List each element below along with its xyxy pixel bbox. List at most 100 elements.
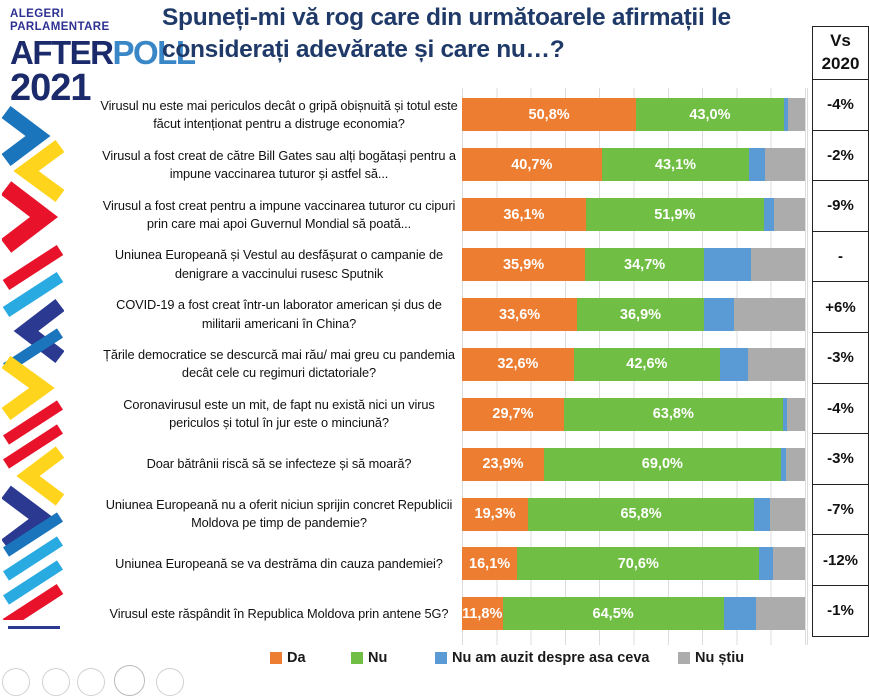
chart-row: Uniunea Europeană nu a oferit niciun spr… [0,489,812,539]
bar-segment-nu-am-auzit[interactable] [749,148,766,182]
bar-segment-nu-stiu[interactable] [769,497,805,531]
bar-segment-nu-stiu[interactable] [787,98,805,132]
vs-2020-cell: +6% [813,282,868,333]
bar-segment-nu[interactable]: 43,1% [601,148,750,182]
social-icon[interactable] [77,668,105,696]
bar-segment-nu-am-auzit[interactable] [753,497,770,531]
legend-item-da: Da [270,650,306,666]
nu-value-label: 64,5% [592,605,634,622]
bar-segment-nu[interactable]: 36,9% [577,298,704,331]
bar-segment-da[interactable]: 19,3% [462,497,529,531]
da-value-label: 36,1% [503,206,545,223]
stacked-bar: 19,3% 65,8% [462,497,805,531]
social-icon[interactable] [156,668,184,696]
stacked-bar: 32,6% 42,6% [462,347,805,381]
bar-segment-nu[interactable]: 34,7% [585,248,705,282]
bar-segment-da[interactable]: 11,8% [462,597,503,631]
vs-2020-header: Vs 2020 [813,27,868,80]
bar-segment-da[interactable]: 16,1% [462,547,518,581]
bar-segment-nu-am-auzit[interactable] [780,447,786,481]
nu-value-label: 63,8% [652,406,694,423]
legend-label-nu-stiu: Nu știu [695,650,745,666]
stacked-bar: 33,6% 36,9% [462,298,805,331]
bar-segment-da[interactable]: 33,6% [462,298,578,331]
vs-2020-value: +6% [825,298,856,316]
bar-segment-nu-stiu[interactable] [786,397,805,431]
bar-segment-nu[interactable]: 42,6% [573,347,720,381]
social-icon[interactable] [42,668,70,696]
statement-label: COVID-19 a fost creat într-un laborator … [116,297,442,331]
nu-value-label: 69,0% [641,456,683,473]
bar-segment-nu[interactable]: 43,0% [636,98,784,132]
bar-segment-nu[interactable]: 63,8% [563,397,783,431]
vs-2020-value: -2% [827,146,854,164]
bar-segment-nu-am-auzit[interactable] [703,298,734,331]
da-value-label: 11,8% [462,605,503,622]
chart-row: Virusul nu este mai periculos decât o gr… [0,90,812,140]
bar-segment-nu[interactable]: 65,8% [528,497,754,531]
afterpoll-ribbon-graphic [2,106,64,620]
stacked-bar: 16,1% 70,6% [462,547,806,581]
stacked-bar: 29,7% 63,8% [462,397,805,431]
bar-segment-da[interactable]: 35,9% [462,248,586,282]
nu-stiu-swatch-icon [678,652,690,664]
bar-segment-da[interactable]: 32,6% [462,347,574,381]
statement-label: Virusul este răspândit în Republica Mold… [109,605,449,621]
bar-segment-nu-am-auzit[interactable] [783,98,788,132]
social-icon[interactable] [2,668,30,696]
vs-2020-value: -4% [827,399,854,417]
bar-segment-nu-am-auzit[interactable] [704,248,752,282]
vs-2020-cell: -2% [813,131,868,182]
chart-row: Virusul a fost creat de către Bill Gates… [0,140,812,190]
statement-label: Virusul a fost creat de către Bill Gates… [102,147,456,181]
bar-segment-da[interactable]: 50,8% [462,98,637,132]
vs-2020-cell: - [813,232,868,283]
logo-line-parlamentare: PARLAMENTARE [10,21,110,34]
stacked-bar-chart: Virusul nu este mai periculos decât o gr… [0,90,812,639]
chart-row: Țările democratice se descurcă mai rău/ … [0,339,812,389]
vs-2020-value: -7% [827,501,854,519]
da-value-label: 19,3% [474,506,516,523]
statement-label: Uniunea Europeană se va destrăma din cau… [115,555,443,571]
bar-segment-nu[interactable]: 70,6% [517,547,760,581]
vs-2020-cell: -12% [813,535,868,586]
bar-segment-nu-stiu[interactable] [765,148,805,182]
bar-segment-nu-am-auzit[interactable] [782,397,787,431]
vs-2020-table: Vs 2020 -4% -2% -9% - +6% -3% -4% -3% -7… [812,26,869,637]
logo-year: 2021 [10,67,92,110]
bar-segment-nu-stiu[interactable] [747,347,805,381]
bar-segment-nu[interactable]: 69,0% [544,447,781,481]
bar-segment-da[interactable]: 36,1% [462,198,586,232]
bar-segment-nu[interactable]: 64,5% [502,597,724,631]
da-value-label: 32,6% [497,356,539,373]
stacked-bar: 23,9% 69,0% [462,447,805,481]
bar-segment-nu-stiu[interactable] [755,597,805,631]
logo-underline [8,626,60,629]
nu-value-label: 36,9% [619,306,662,323]
da-value-label: 16,1% [469,555,511,572]
bar-segment-nu-am-auzit[interactable] [723,597,756,631]
bar-segment-da[interactable]: 40,7% [462,148,602,182]
stacked-bar: 40,7% 43,1% [462,148,805,182]
vs-header-line2: 2020 [821,54,860,73]
bar-segment-nu-stiu[interactable] [773,198,805,232]
logo-brand: AFTERPOLL [10,36,196,69]
legend-item-nu-stiu: Nu știu [678,650,744,666]
vs-2020-cell: -9% [813,181,868,232]
bar-segment-nu-stiu[interactable] [785,447,805,481]
nu-value-label: 43,0% [689,106,731,123]
bar-segment-nu-am-auzit[interactable] [763,198,774,232]
bar-segment-nu-stiu[interactable] [751,248,805,282]
chart-row: Uniunea Europeană se va destrăma din cau… [0,539,812,589]
bar-segment-da[interactable]: 23,9% [462,447,544,481]
legend-label-da: Da [287,650,306,666]
bar-segment-nu-am-auzit[interactable] [719,347,748,381]
nu-am-auzit-swatch-icon [435,652,447,664]
stacked-bar: 36,1% 51,9% [462,198,805,232]
logo-line-alegeri: ALEGERI [10,8,64,20]
bar-segment-da[interactable]: 29,7% [462,397,564,431]
bar-segment-nu-stiu[interactable] [773,547,806,581]
bar-segment-nu[interactable]: 51,9% [585,198,764,232]
bar-segment-nu-stiu[interactable] [733,298,805,331]
bar-segment-nu-am-auzit[interactable] [759,547,774,581]
